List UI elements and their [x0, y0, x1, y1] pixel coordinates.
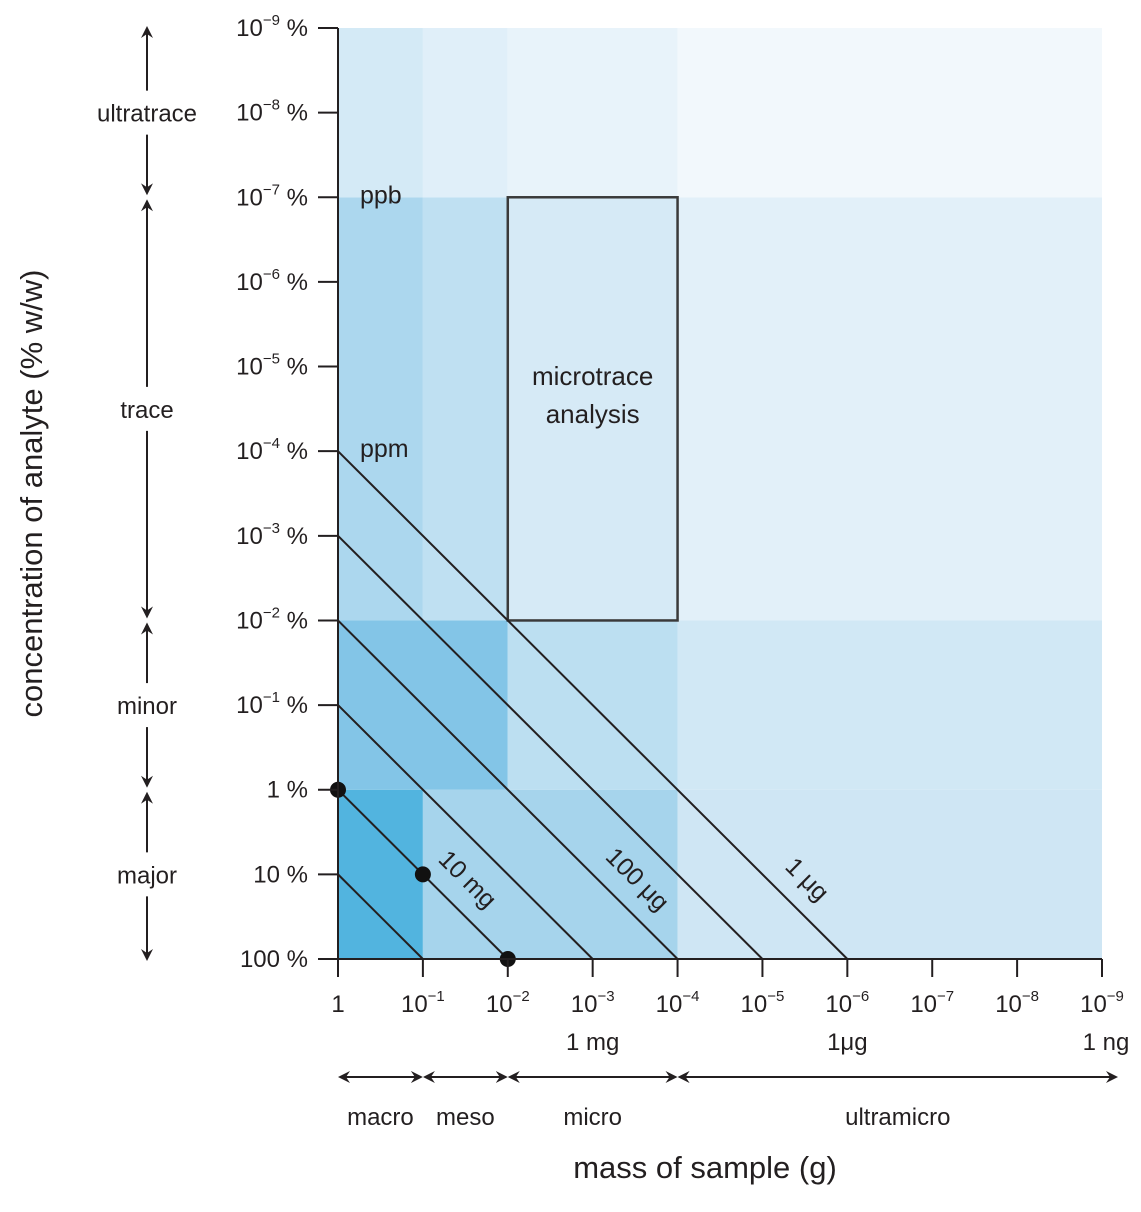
mass-line-2	[337, 704, 594, 960]
x-tick-label-6: 10−6	[825, 988, 869, 1018]
conc-category-major: major	[117, 862, 177, 889]
shaded-region-10	[338, 28, 423, 198]
shaded-region-1	[422, 789, 678, 959]
shaded-region-13	[677, 28, 1102, 198]
microtrace-label-line-1: analysis	[546, 399, 640, 429]
x-tick-label-1: 10−1	[401, 988, 445, 1018]
conc-category-minor: minor	[117, 693, 177, 720]
x-tick-label-4: 10−4	[656, 988, 700, 1018]
mass-line-5	[337, 450, 849, 960]
conc-category-ultratrace: ultratrace	[97, 101, 197, 128]
ppb-label: ppb	[360, 181, 402, 209]
mass-category-macro: macro	[347, 1104, 414, 1131]
y-tick-label-0: 100 %	[240, 946, 308, 973]
shaded-region-11	[422, 28, 508, 198]
y-tick-label-3: 10−1 %	[236, 689, 308, 719]
x-tick-label-8: 10−8	[995, 988, 1039, 1018]
category-arrows: ultratrace trace minor major macro meso micro u…	[85, 26, 1118, 1131]
y-tick-label-7: 10−5 %	[236, 351, 308, 381]
y-axis-title: concentration of analyte (% w/w)	[14, 270, 49, 718]
y-tick-label-5: 10−3 %	[236, 520, 308, 550]
mass-category-micro: micro	[563, 1104, 622, 1131]
x-tick-label-0: 1	[331, 991, 344, 1018]
y-tick-label-10: 10−8 %	[236, 97, 308, 127]
ppm-label: ppm	[360, 435, 409, 463]
shaded-region-9	[677, 197, 1102, 621]
conc-category-bg-1	[85, 392, 209, 423]
conc-category-bg-2	[85, 689, 209, 720]
x-axis-title: mass of sample (g)	[573, 1150, 837, 1185]
x-tick-sublabel-6: 1μg	[827, 1029, 868, 1056]
conc-category-bg-3	[85, 858, 209, 889]
x-tick-label-9: 10−9	[1080, 988, 1124, 1018]
shaded-region-7	[422, 197, 508, 621]
shaded-region-5	[677, 620, 1102, 790]
y-tick-label-6: 10−4 %	[236, 435, 308, 465]
data-points	[330, 781, 516, 967]
y-tick-label-8: 10−6 %	[236, 266, 308, 296]
x-tick-label-7: 10−7	[910, 988, 954, 1018]
mass-line-4	[337, 535, 764, 960]
x-tick-sublabel-3: 1 mg	[566, 1029, 619, 1056]
y-tick-label-4: 10−2 %	[236, 604, 308, 634]
microtrace-label-line-0: microtrace	[532, 361, 653, 391]
data-point-1	[414, 866, 431, 883]
conc-category-bg-0	[85, 96, 209, 127]
x-tick-label-2: 10−2	[486, 988, 530, 1018]
mass-line-3	[337, 619, 679, 960]
shaded-region-2	[677, 789, 1102, 959]
microtrace-box-layer	[506, 196, 679, 622]
x-tick-label-5: 10−5	[741, 988, 785, 1018]
shaded-region-0	[338, 789, 423, 959]
mass-line-0	[337, 873, 424, 960]
mass-lines	[337, 450, 849, 960]
x-tick-sublabel-9: 1 ng	[1083, 1029, 1130, 1056]
conc-category-trace: trace	[120, 397, 173, 424]
shaded-region-6	[338, 197, 423, 621]
microtrace-box	[506, 196, 679, 622]
y-tick-label-9: 10−7 %	[236, 181, 308, 211]
mass-category-meso: meso	[436, 1104, 495, 1131]
y-tick-label-2: 1 %	[267, 777, 308, 804]
y-tick-label-11: 10−9 %	[236, 12, 308, 42]
x-tick-label-3: 10−3	[571, 988, 615, 1018]
axes: 100 % 10 % 1 % 10−1 % 10−2 % 10−3 % 10−4 % 10−5…	[236, 12, 1129, 1056]
shaded-region-12	[507, 28, 678, 198]
y-tick-label-1: 10 %	[253, 861, 308, 888]
mass-category-ultramicro: ultramicro	[845, 1104, 950, 1131]
